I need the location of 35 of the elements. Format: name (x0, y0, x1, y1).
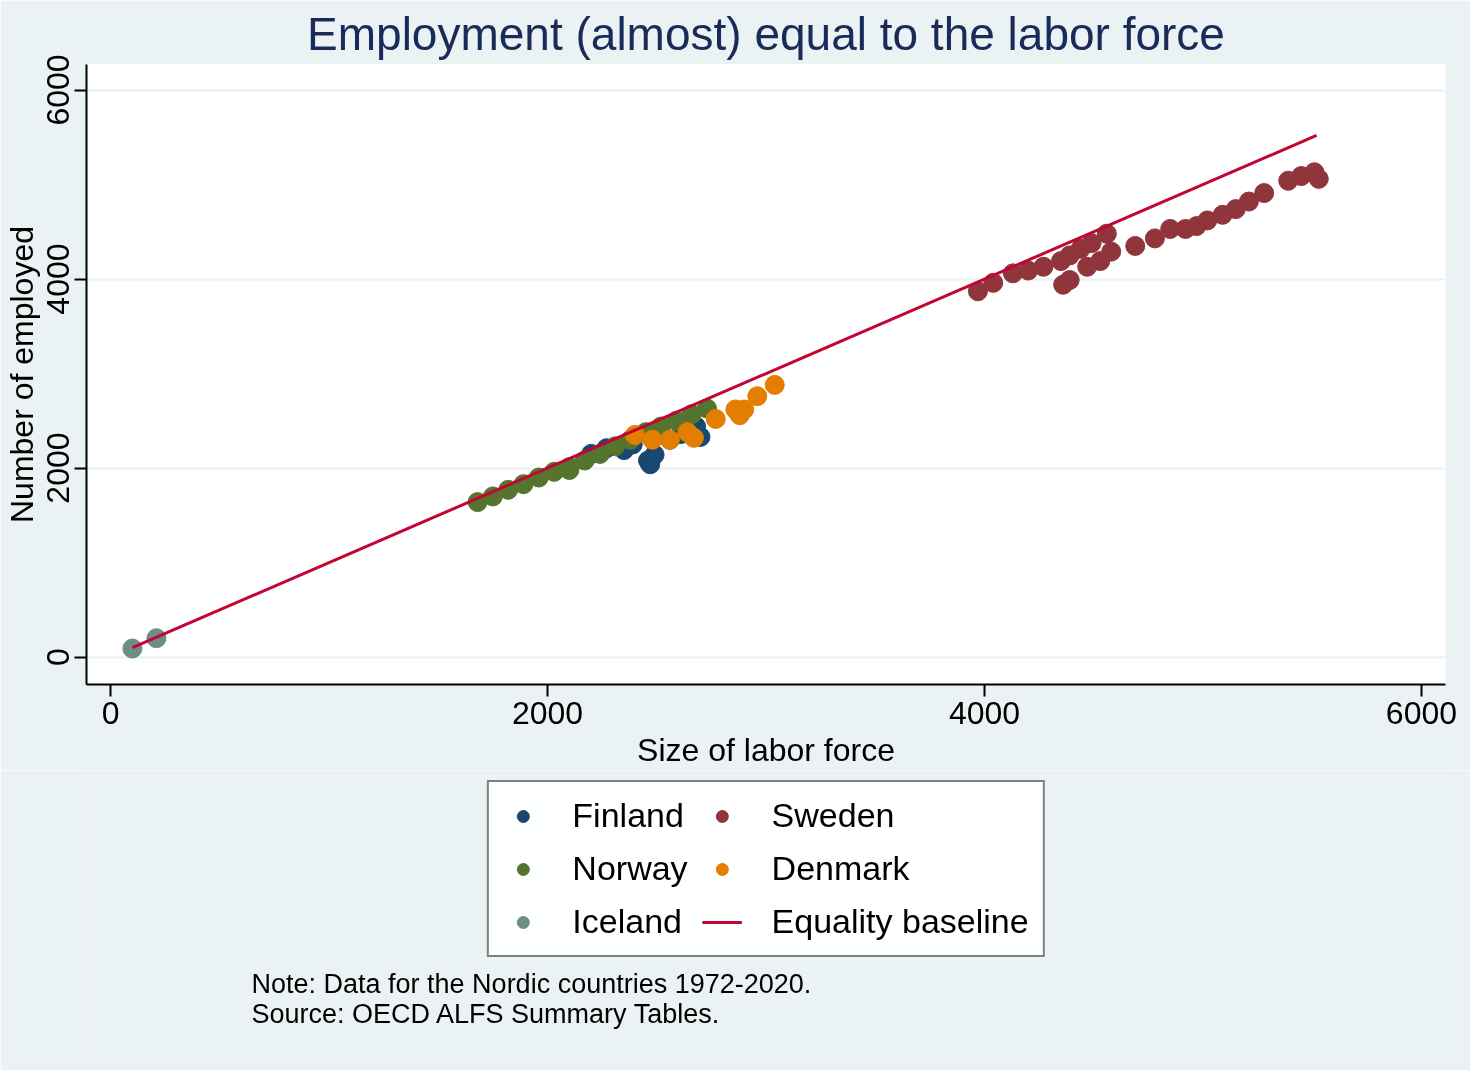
y-tick-label: 6000 (40, 54, 77, 126)
x-tick-label: 0 (101, 694, 120, 731)
x-tick-label: 6000 (1385, 694, 1458, 731)
y-axis-title: Number of employed (3, 225, 40, 524)
x-tick-label: 4000 (948, 694, 1021, 731)
legend-label: Sweden (771, 796, 895, 835)
legend-label: Denmark (771, 849, 910, 888)
point (122, 638, 143, 659)
legend-label: Iceland (572, 902, 682, 941)
point (1101, 241, 1122, 262)
source-note: Source: OECD ALFS Summary Tables. (251, 998, 720, 1029)
point (705, 408, 726, 429)
chart-title: Employment (almost) equal to the labor force (307, 7, 1225, 60)
y-tick-label: 0 (40, 648, 77, 666)
point (1059, 270, 1080, 290)
point (747, 386, 768, 407)
point (1144, 228, 1165, 249)
point (764, 374, 785, 395)
point (1308, 168, 1329, 189)
point (642, 429, 663, 450)
point (1238, 191, 1259, 212)
point (1033, 256, 1054, 277)
text: Note: Data for the Nordic countries 1972-2020. (251, 968, 812, 999)
legend-label: Norway (572, 849, 688, 888)
legend-label: Equality baseline (771, 902, 1029, 941)
point (1197, 210, 1218, 231)
y-tick-label: 4000 (40, 243, 77, 315)
point (1081, 233, 1102, 254)
point (1254, 183, 1275, 204)
y-tick-label: 2000 (40, 432, 77, 504)
x-tick-label: 2000 (511, 694, 584, 731)
point (1125, 235, 1146, 256)
point (683, 427, 704, 448)
legend-label: Finland (572, 796, 684, 835)
x-axis-title: Size of labor force (637, 731, 895, 768)
